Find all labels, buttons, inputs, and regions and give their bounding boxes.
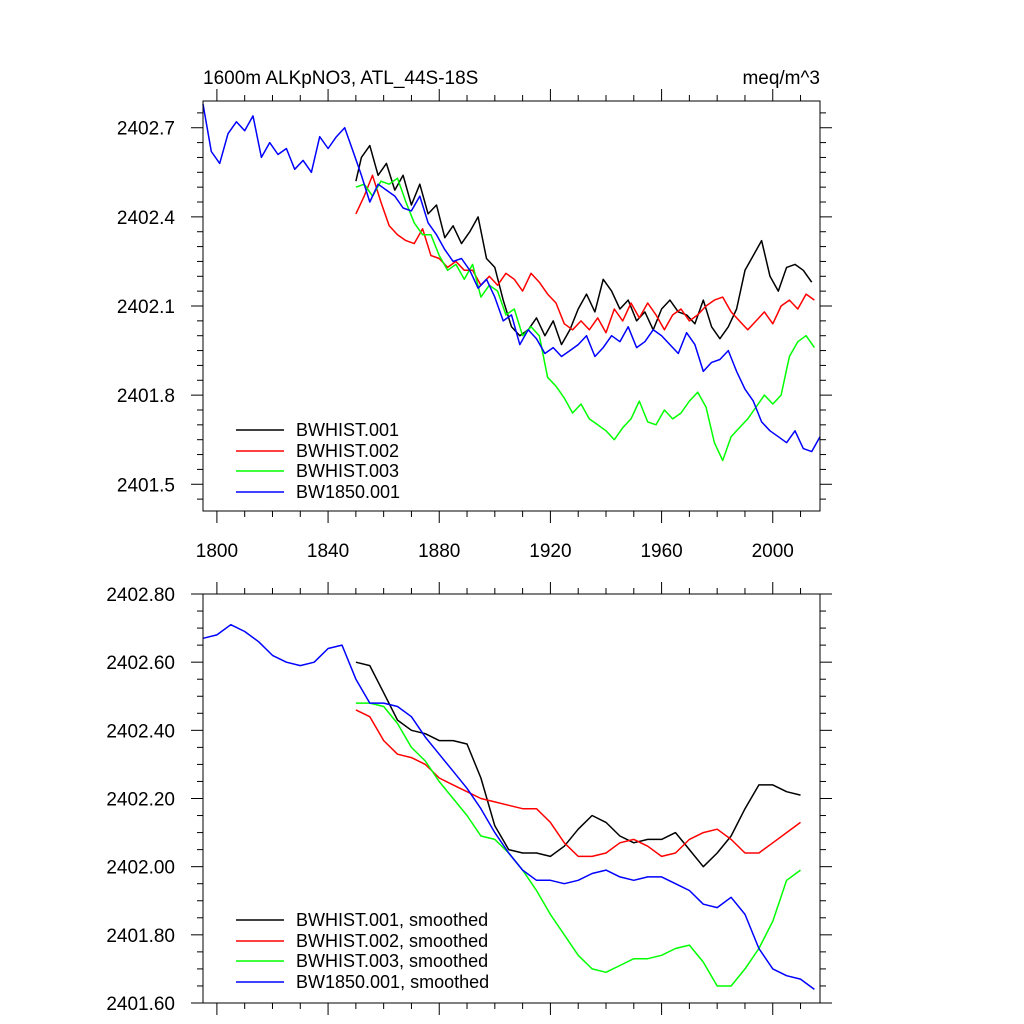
top-legend-label-bwhist-001: BWHIST.001 [296, 420, 399, 440]
top-y-tick-label: 2402.4 [117, 208, 176, 229]
chart-canvas: 1600m ALKpNO3, ATL_44S-18S meq/m^3 1800 1… [0, 0, 1024, 1024]
bottom-y-tick-label: 2402.20 [106, 790, 175, 811]
top-y-tick-label: 2401.5 [117, 475, 175, 496]
top-x-tick-label-1840: 1840 [307, 541, 349, 562]
top-x-tick-label-2000: 2000 [752, 541, 794, 562]
top-y-tick-label: 2402.1 [117, 297, 175, 318]
bottom-y-tick-label: 2402.40 [106, 721, 175, 742]
bottom-y-tick-label: 2402.60 [106, 653, 175, 674]
bottom-y-tick-label: 2401.60 [106, 994, 175, 1015]
top-chart-units: meq/m^3 [742, 68, 820, 89]
top-legend-label-bwhist-003: BWHIST.003 [296, 461, 399, 481]
bottom-y-tick-label: 2402.00 [106, 858, 175, 879]
bottom-y-tick-label: 2401.80 [106, 926, 175, 947]
top-x-tick-label-1920: 1920 [529, 541, 571, 562]
bottom-legend-label-bwhist-002: BWHIST.002, smoothed [296, 931, 488, 951]
bottom-legend-label-bwhist-001: BWHIST.001, smoothed [296, 910, 488, 930]
top-legend-label-bwhist-002: BWHIST.002 [296, 441, 399, 461]
bottom-y-tick-label: 2402.80 [106, 585, 175, 606]
top-y-tick-label: 2402.7 [117, 119, 175, 140]
top-x-tick-label-1880: 1880 [418, 541, 460, 562]
top-x-tick-label-1960: 1960 [640, 541, 682, 562]
top-y-tick-label: 2401.8 [117, 386, 175, 407]
top-chart-title: 1600m ALKpNO3, ATL_44S-18S [203, 68, 478, 89]
bottom-legend-label-bw1850-001: BW1850.001, smoothed [296, 972, 489, 992]
bottom-legend-label-bwhist-003: BWHIST.003, smoothed [296, 951, 488, 971]
top-legend-label-bw1850-001: BW1850.001 [296, 482, 400, 502]
top-x-tick-label-1800: 1800 [196, 541, 238, 562]
